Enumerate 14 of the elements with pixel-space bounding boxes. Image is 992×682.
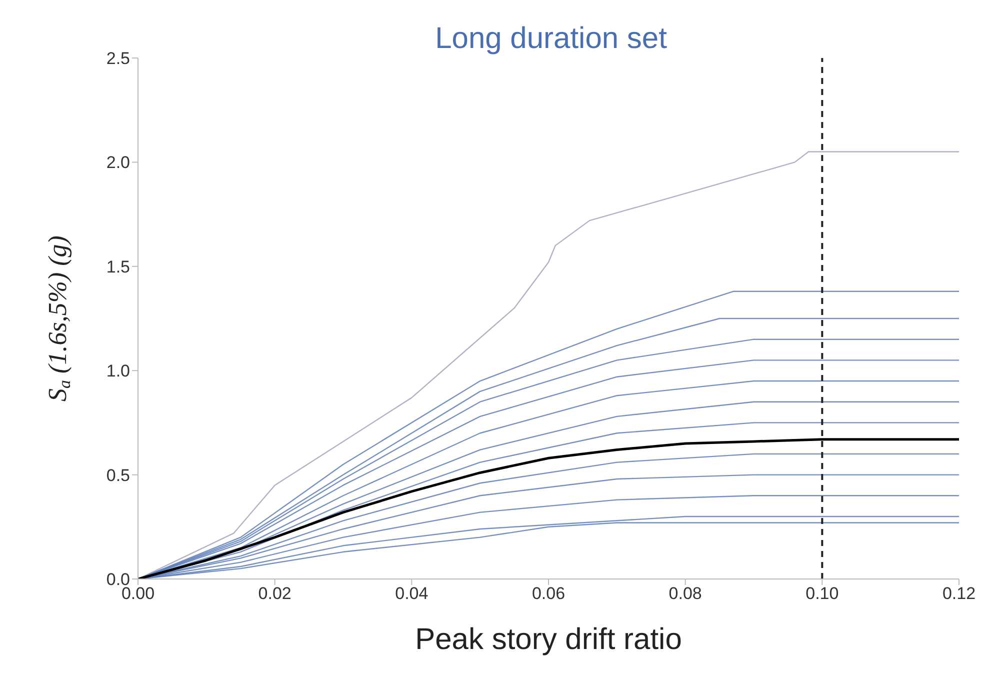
x-axis-title: Peak story drift ratio [415, 623, 682, 656]
y-tick-label: 1.5 [106, 257, 130, 276]
x-tick-label: 0.00 [121, 584, 155, 604]
x-tick-label: 0.06 [532, 584, 566, 604]
y-tick-label: 2.0 [106, 153, 130, 172]
x-tick-label: 0.04 [395, 584, 428, 604]
y-tick-label: 2.5 [106, 49, 130, 68]
x-tick-label: 0.08 [668, 584, 702, 604]
x-tick-label: 0.02 [258, 584, 292, 604]
y-tick-label: 1.0 [106, 362, 130, 381]
chart-title: Long duration set [435, 22, 667, 55]
y-tick-label: 0.5 [106, 466, 130, 485]
x-tick-label: 0.12 [942, 584, 976, 604]
x-tick-label: 0.10 [806, 584, 839, 604]
